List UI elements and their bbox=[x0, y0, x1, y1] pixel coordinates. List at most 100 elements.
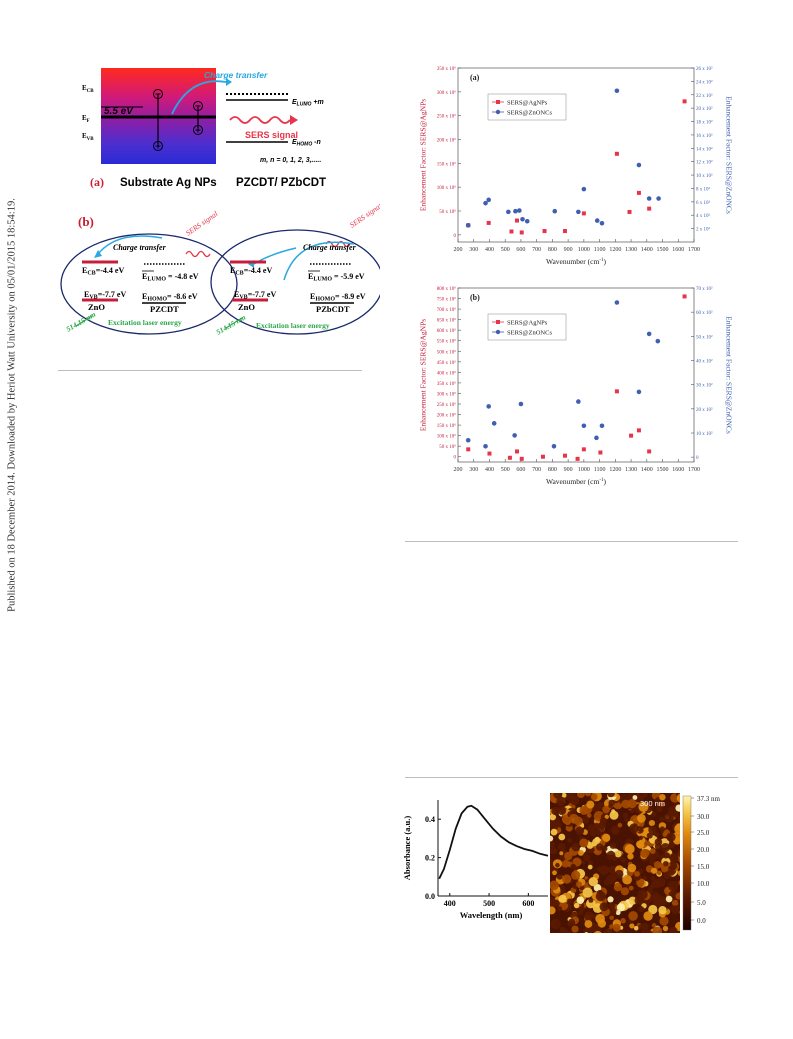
left-evb: E bbox=[84, 290, 89, 299]
y-left-tick-label: 50 x 10⁶ bbox=[439, 209, 456, 215]
right-laser-nm: 514.15 nm bbox=[215, 313, 248, 337]
data-point-znoncs bbox=[518, 401, 524, 407]
afm-grain bbox=[664, 812, 674, 823]
figure-b-energy-diagram: (b) SERS signal Charge transfer ECB=-4.4… bbox=[58, 201, 384, 344]
svg-text:ECB: ECB bbox=[82, 84, 94, 94]
x-tick-label: 1700 bbox=[688, 467, 700, 473]
afm-grain bbox=[615, 869, 624, 879]
legend-label: SERS@AgNPs bbox=[507, 320, 548, 327]
afm-grain bbox=[654, 842, 662, 850]
y-right-tick-label: 30 x 10² bbox=[696, 383, 713, 389]
y-left-tick-label: 300 x 10⁶ bbox=[437, 391, 457, 397]
afm-grain bbox=[651, 923, 657, 928]
afm-image-svg: 300 nm 37.3 nm 30.0 25.0 20.0 15.0 10.0 5.0 0.0 bbox=[550, 793, 721, 933]
afm-grain bbox=[599, 902, 609, 912]
afm-grain bbox=[603, 928, 614, 933]
y-left-tick-label: 0 bbox=[454, 456, 457, 461]
afm-grain bbox=[584, 911, 594, 921]
right-elumo-val: = -5.9 eV bbox=[332, 272, 365, 281]
svg-text:EVB=-7.7 eV: EVB=-7.7 eV bbox=[84, 290, 126, 301]
afm-grain bbox=[669, 926, 678, 933]
afm-grain bbox=[651, 811, 657, 817]
afm-grain bbox=[553, 793, 563, 799]
left-zno: ZnO bbox=[88, 302, 105, 312]
data-point-agnps bbox=[636, 428, 641, 433]
afm-grain bbox=[550, 906, 556, 915]
y-left-tick-label: 800 x 10⁶ bbox=[437, 286, 457, 292]
afm-grain bbox=[584, 932, 589, 933]
afm-grain bbox=[602, 846, 608, 852]
left-ecb-val: =-4.4 eV bbox=[96, 266, 125, 275]
ehomo-suffix: -n bbox=[312, 139, 321, 146]
left-laser: Excitation laser energy bbox=[108, 318, 182, 327]
afm-grain bbox=[638, 801, 649, 812]
y-left-tick-label: 350 x 10⁶ bbox=[437, 66, 457, 72]
y-right-tick-label: 16 x 10² bbox=[696, 133, 713, 139]
afm-grain bbox=[614, 850, 622, 858]
y-right-tick-label: 6 x 10² bbox=[696, 200, 711, 206]
data-point-agnps bbox=[647, 206, 652, 211]
data-point-znoncs bbox=[581, 423, 587, 429]
afm-grain bbox=[587, 824, 596, 832]
afm-grain bbox=[575, 826, 585, 836]
figure-a-energy-diagram: ECB EF EVB 5.5 eV Charge transfer ELUMO … bbox=[80, 62, 362, 202]
x-tick-label: 1700 bbox=[688, 247, 700, 253]
mn-label: m, n = 0, 1, 2, 3,..... bbox=[260, 157, 321, 164]
afm-grain bbox=[650, 876, 656, 881]
afm-grain bbox=[632, 795, 638, 800]
figure-a-svg: ECB EF EVB 5.5 eV Charge transfer ELUMO … bbox=[82, 68, 326, 189]
afm-grain bbox=[580, 906, 586, 912]
data-point-znoncs bbox=[513, 208, 518, 214]
left-elumo-sub: LUMO bbox=[147, 277, 166, 283]
panel-label: (b) bbox=[470, 293, 480, 302]
y-right-tick-label: 60 x 10² bbox=[696, 310, 713, 316]
data-point-znoncs bbox=[636, 389, 642, 395]
afm-image-container: 300 nm 37.3 nm 30.0 25.0 20.0 15.0 10.0 5.0 0.0 bbox=[550, 793, 740, 933]
afm-grain bbox=[667, 880, 679, 891]
data-point-znoncs bbox=[594, 218, 600, 223]
data-point-agnps bbox=[636, 190, 641, 195]
afm-grain bbox=[626, 793, 635, 801]
left-ecb-sub: CB bbox=[87, 271, 95, 277]
afm-grain bbox=[550, 840, 555, 849]
afm-grain bbox=[627, 863, 637, 873]
y-right-tick-label: 10 x 10² bbox=[696, 431, 713, 437]
panel-a-label: (a) bbox=[90, 175, 104, 189]
x-tick-label: 700 bbox=[532, 247, 541, 253]
y-left-tick-label: 0 bbox=[454, 234, 457, 239]
y-right-tick-label: 14 x 10² bbox=[696, 146, 713, 152]
rule-left-1 bbox=[58, 370, 362, 371]
afm-grain bbox=[609, 842, 617, 849]
data-point-agnps bbox=[515, 218, 519, 223]
afm-grain bbox=[668, 841, 675, 848]
afm-grain bbox=[599, 865, 610, 875]
ecb-label: E bbox=[82, 84, 87, 92]
x-tick-label: 1200 bbox=[609, 247, 621, 253]
panel-b-label: (b) bbox=[78, 214, 94, 229]
afm-grain bbox=[674, 823, 680, 834]
afm-grain bbox=[559, 926, 566, 933]
afm-grain bbox=[584, 793, 592, 797]
data-point-znoncs bbox=[512, 433, 517, 438]
x-tick-label: 1200 bbox=[609, 467, 621, 473]
afm-grain bbox=[550, 828, 558, 836]
y-left-tick-label: 100 x 10⁶ bbox=[437, 434, 457, 440]
right-evb-sub: VB bbox=[239, 295, 247, 301]
data-point-znoncs bbox=[614, 88, 620, 94]
y-left-tick-label: 550 x 10⁶ bbox=[437, 339, 457, 345]
afm-grain bbox=[556, 873, 563, 880]
x-tick-label: 1100 bbox=[594, 467, 606, 473]
afm-grain bbox=[628, 896, 637, 905]
x-tick-label: 1000 bbox=[578, 467, 590, 473]
x-tick-label: 1500 bbox=[657, 467, 669, 473]
afm-grain bbox=[675, 804, 680, 812]
afm-grain bbox=[620, 857, 626, 863]
x-tick-label: 800 bbox=[548, 247, 557, 253]
rule-right-2 bbox=[405, 777, 738, 778]
y-left-tick-label: 700 x 10⁶ bbox=[437, 307, 457, 313]
afm-grain bbox=[652, 926, 663, 933]
download-side-note: Published on 18 December 2014. Downloade… bbox=[2, 175, 22, 635]
afm-grain bbox=[550, 880, 559, 891]
afm-grain bbox=[609, 915, 614, 920]
afm-grain bbox=[669, 853, 679, 863]
